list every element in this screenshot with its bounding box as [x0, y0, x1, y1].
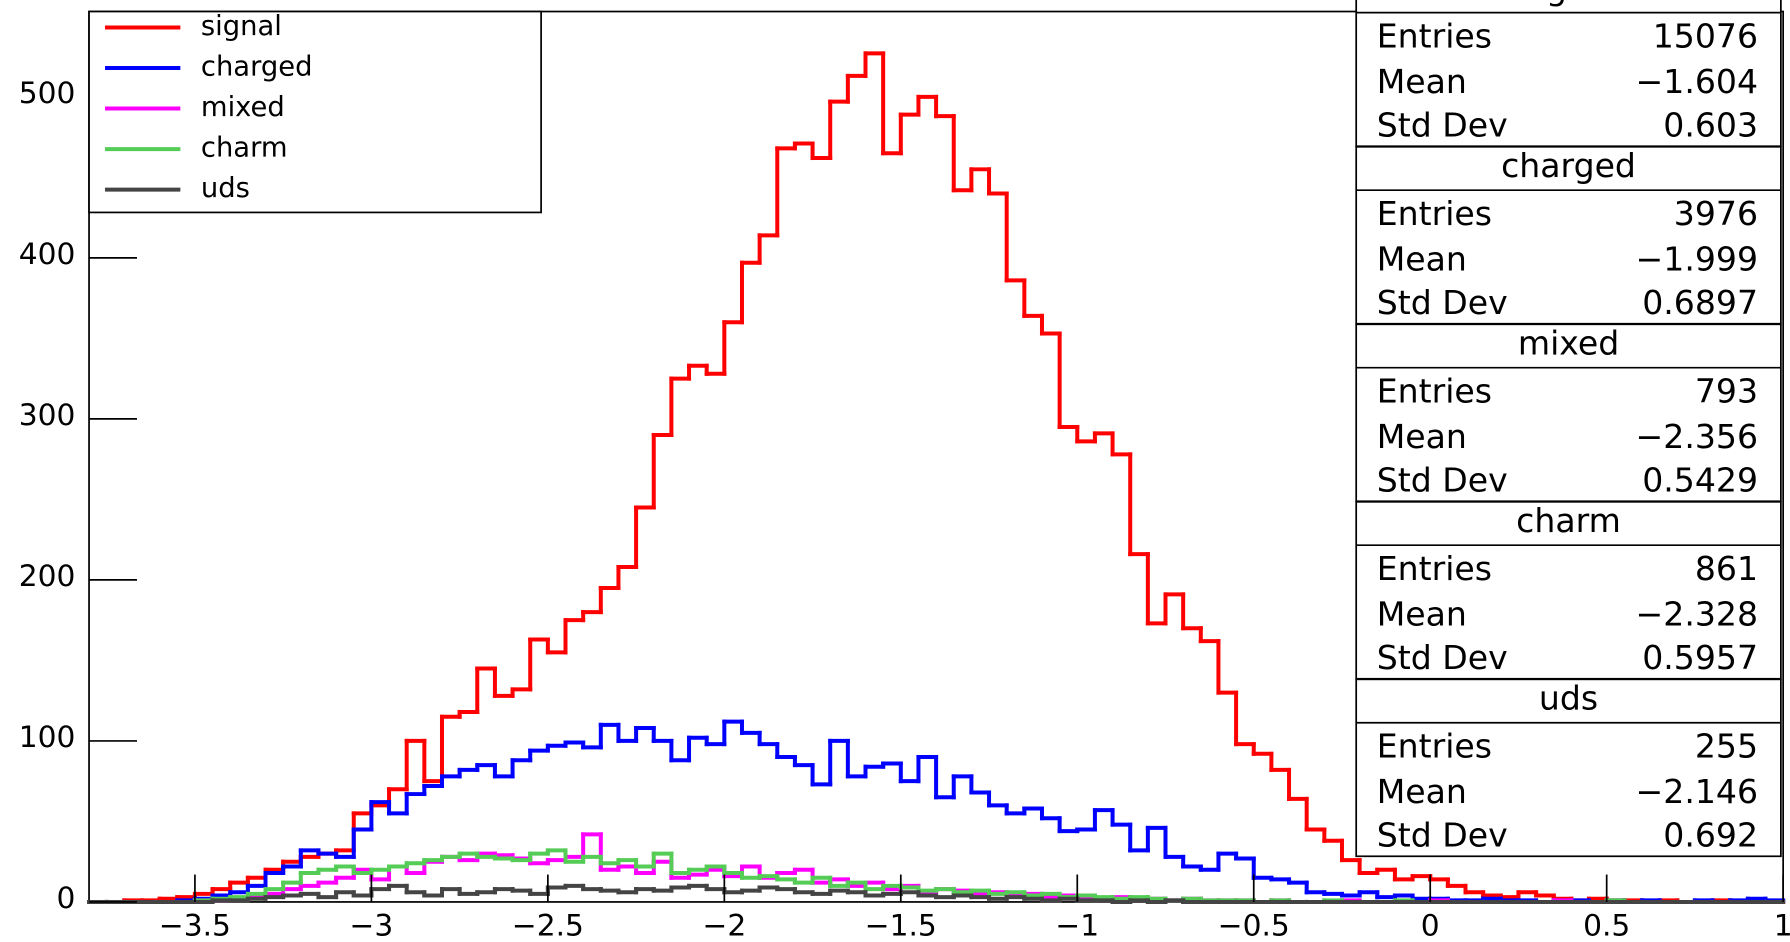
- stats-label: Std Dev: [1377, 460, 1508, 499]
- stats-value: −2.328: [1636, 594, 1758, 633]
- stats-label: Mean: [1377, 62, 1467, 101]
- x-tick-label: −0.5: [1218, 908, 1290, 942]
- stats-title: mixed: [1518, 323, 1619, 362]
- y-tick-label: 200: [19, 558, 76, 593]
- stats-value: −1.604: [1636, 62, 1758, 101]
- x-tick-label: −1.5: [865, 908, 937, 942]
- stats-title: charged: [1501, 146, 1636, 185]
- stats-label: Entries: [1377, 194, 1492, 233]
- stats-box: [1355, 145, 1782, 325]
- stats-label: Entries: [1377, 726, 1492, 765]
- y-tick-label: 300: [19, 397, 76, 432]
- stats-box: [1355, 323, 1782, 503]
- legend-label: charged: [201, 52, 313, 83]
- plot-frame: [88, 10, 1785, 903]
- stats-label: Mean: [1377, 239, 1467, 278]
- stats-value: 15076: [1653, 16, 1758, 55]
- x-tick-label: 1: [1774, 908, 1790, 942]
- stats-value: 861: [1695, 549, 1758, 588]
- legend-label: signal: [201, 11, 282, 42]
- x-tick-label: −2.5: [512, 908, 584, 942]
- stats-value: −1.999: [1636, 239, 1758, 278]
- stats-box: [1355, 0, 1782, 148]
- x-tick-label: −3.5: [159, 908, 231, 942]
- stats-value: 0.692: [1663, 815, 1758, 854]
- stats-value: 793: [1695, 371, 1758, 410]
- stats-value: 255: [1695, 726, 1758, 765]
- stats-label: Std Dev: [1377, 283, 1508, 322]
- x-tick-label: −1: [1055, 908, 1099, 942]
- stats-title: uds: [1539, 678, 1598, 717]
- stats-value: −2.146: [1636, 772, 1758, 811]
- y-tick-label: 0: [56, 880, 75, 915]
- x-tick-label: −3: [350, 908, 394, 942]
- stats-box: [1355, 678, 1782, 858]
- stats-label: Entries: [1377, 16, 1492, 55]
- x-tick-label: 0.5: [1583, 908, 1630, 942]
- stats-label: Entries: [1377, 371, 1492, 410]
- stats-label: Mean: [1377, 594, 1467, 633]
- stats-value: 0.5429: [1642, 460, 1758, 499]
- stats-label: Entries: [1377, 549, 1492, 588]
- legend-label: mixed: [201, 92, 285, 123]
- stats-label: Mean: [1377, 417, 1467, 456]
- stats-label: Std Dev: [1377, 638, 1508, 677]
- stats-box: [1355, 500, 1782, 680]
- stats-value: 0.5957: [1642, 638, 1758, 677]
- y-tick-label: 100: [19, 719, 76, 754]
- stats-value: −2.356: [1636, 417, 1758, 456]
- stats-value: 3976: [1674, 194, 1758, 233]
- y-tick-label: 500: [19, 75, 76, 110]
- legend-label: uds: [201, 173, 250, 204]
- legend-label: charm: [201, 133, 288, 164]
- stats-label: Std Dev: [1377, 815, 1508, 854]
- stats-value: 0.6897: [1642, 283, 1758, 322]
- y-tick-label: 400: [19, 236, 76, 271]
- x-tick-label: −2: [702, 908, 746, 942]
- x-tick-label: 0: [1421, 908, 1440, 942]
- stats-title: signal: [1520, 0, 1618, 7]
- legend-box: [88, 10, 542, 214]
- stats-value: 0.603: [1663, 105, 1758, 144]
- stats-label: Mean: [1377, 772, 1467, 811]
- stats-title: charm: [1516, 501, 1621, 540]
- stats-label: Std Dev: [1377, 105, 1508, 144]
